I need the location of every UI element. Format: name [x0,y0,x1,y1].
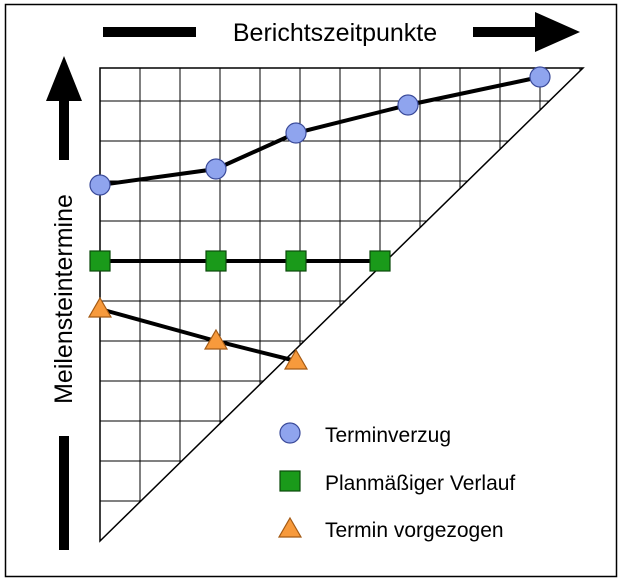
x-axis-arrow [103,12,580,52]
data-point-square [369,250,391,272]
data-point-square [285,250,307,272]
data-point-circle [529,66,551,88]
y-axis-arrow [46,56,82,550]
legend-item-termin-vorgezogen: Termin vorgezogen [325,519,504,542]
legend-triangle-icon [277,516,303,538]
legend-square-icon [279,470,301,492]
data-point-circle [285,122,307,144]
data-point-circle [397,94,419,116]
legend-circle-icon [279,422,301,444]
data-point-triangle [203,328,229,350]
data-point-triangle [283,348,309,370]
x-axis-label: Berichtszeitpunkte [233,19,437,47]
data-point-triangle [87,296,113,318]
legend-item-planmaessiger-verlauf: Planmäßiger Verlauf [325,472,515,495]
data-point-circle [205,158,227,180]
data-point-square [89,250,111,272]
data-point-square [205,250,227,272]
data-point-circle [89,174,111,196]
series-layer [87,66,551,370]
y-axis-label: Meilensteintermine [50,194,78,404]
diagram-frame [4,3,618,578]
legend-item-terminverzug: Terminverzug [325,424,451,447]
legend: Terminverzug Planmäßiger Verlauf Termin … [277,422,515,542]
